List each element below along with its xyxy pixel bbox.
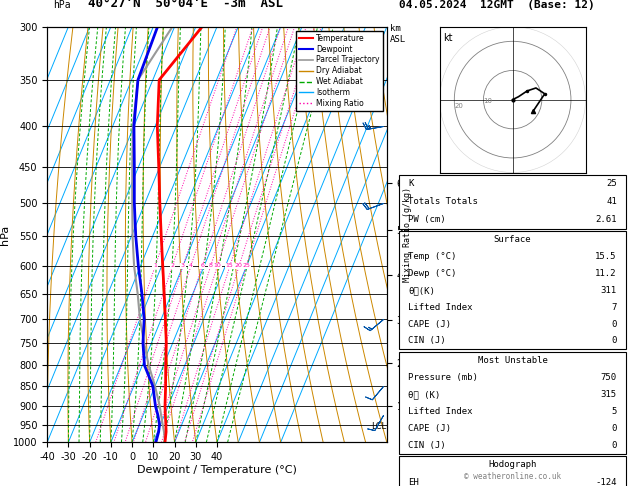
Text: 6: 6	[200, 263, 204, 268]
Text: Lifted Index: Lifted Index	[408, 407, 473, 416]
Text: 10: 10	[484, 98, 493, 104]
Text: 40°27'N  50°04'E  -3m  ASL: 40°27'N 50°04'E -3m ASL	[88, 0, 283, 10]
Text: 20: 20	[454, 104, 463, 109]
Text: θᴇ (K): θᴇ (K)	[408, 390, 441, 399]
Text: Dewp (°C): Dewp (°C)	[408, 269, 457, 278]
Text: Mixing Ratio (g/kg): Mixing Ratio (g/kg)	[403, 187, 411, 282]
Text: 2: 2	[170, 263, 174, 268]
Text: 1: 1	[153, 263, 157, 268]
Text: 315: 315	[601, 390, 617, 399]
Text: 5: 5	[611, 407, 617, 416]
Text: EH: EH	[408, 478, 419, 486]
Text: 4: 4	[189, 263, 192, 268]
Text: Lifted Index: Lifted Index	[408, 303, 473, 312]
Text: 10: 10	[213, 263, 221, 268]
Text: θᴇ(K): θᴇ(K)	[408, 286, 435, 295]
Text: CAPE (J): CAPE (J)	[408, 424, 452, 433]
Text: CIN (J): CIN (J)	[408, 441, 446, 450]
Text: km
ASL: km ASL	[390, 24, 406, 44]
Text: Temp (°C): Temp (°C)	[408, 252, 457, 261]
Text: -124: -124	[595, 478, 617, 486]
Text: 11.2: 11.2	[595, 269, 617, 278]
Text: Totals Totals: Totals Totals	[408, 197, 478, 207]
Text: 15: 15	[226, 263, 233, 268]
Text: 0: 0	[611, 441, 617, 450]
Text: 25: 25	[242, 263, 250, 268]
Text: © weatheronline.co.uk: © weatheronline.co.uk	[464, 472, 561, 481]
Text: PW (cm): PW (cm)	[408, 215, 446, 225]
Text: Pressure (mb): Pressure (mb)	[408, 373, 478, 382]
Text: K: K	[408, 179, 414, 189]
X-axis label: Dewpoint / Temperature (°C): Dewpoint / Temperature (°C)	[137, 465, 297, 475]
Text: 20: 20	[235, 263, 243, 268]
Text: 0: 0	[611, 424, 617, 433]
Text: 3: 3	[181, 263, 185, 268]
Text: Most Unstable: Most Unstable	[477, 356, 548, 365]
Text: 750: 750	[601, 373, 617, 382]
Legend: Temperature, Dewpoint, Parcel Trajectory, Dry Adiabat, Wet Adiabat, Isotherm, Mi: Temperature, Dewpoint, Parcel Trajectory…	[296, 31, 383, 111]
Text: 311: 311	[601, 286, 617, 295]
Text: LCL: LCL	[370, 422, 386, 431]
Text: 7: 7	[611, 303, 617, 312]
Text: CIN (J): CIN (J)	[408, 336, 446, 346]
Text: 41: 41	[606, 197, 617, 207]
Text: hPa: hPa	[53, 0, 71, 10]
Text: 0: 0	[611, 320, 617, 329]
Text: 2.61: 2.61	[595, 215, 617, 225]
Text: 0: 0	[611, 336, 617, 346]
Text: 8: 8	[209, 263, 213, 268]
Y-axis label: hPa: hPa	[0, 225, 10, 244]
Text: kt: kt	[443, 33, 452, 43]
Text: 04.05.2024  12GMT  (Base: 12): 04.05.2024 12GMT (Base: 12)	[399, 0, 595, 10]
Text: CAPE (J): CAPE (J)	[408, 320, 452, 329]
Text: Hodograph: Hodograph	[489, 460, 537, 469]
Text: 25: 25	[606, 179, 617, 189]
Text: Surface: Surface	[494, 235, 532, 244]
Text: 15.5: 15.5	[595, 252, 617, 261]
